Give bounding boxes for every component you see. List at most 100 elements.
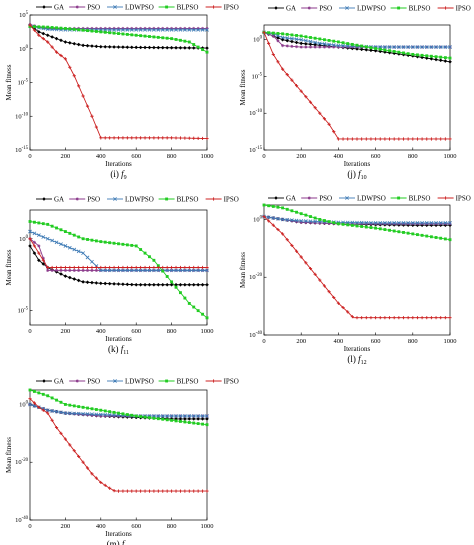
series-point-blpso bbox=[276, 205, 280, 209]
series-point-blpso bbox=[281, 32, 285, 36]
series-point-ipso bbox=[147, 489, 152, 493]
series-point-blpso bbox=[290, 209, 294, 213]
legend-marker bbox=[274, 6, 278, 10]
series-point-blpso bbox=[161, 417, 165, 421]
x-tick-label: 1000 bbox=[201, 153, 214, 160]
series-point-ga bbox=[72, 277, 77, 281]
series-point-pso bbox=[192, 26, 196, 31]
legend-item-pso: PSO bbox=[69, 3, 100, 11]
series-point-ipso bbox=[196, 136, 200, 140]
legend-item-pso: PSO bbox=[301, 194, 332, 202]
series-point-ga bbox=[165, 45, 170, 50]
series-point-blpso bbox=[81, 405, 85, 409]
series-point-ldwpso bbox=[392, 221, 397, 225]
series-point-pso bbox=[139, 26, 143, 31]
series-point-blpso bbox=[63, 230, 67, 234]
series-point-blpso bbox=[46, 25, 50, 29]
legend-marker bbox=[75, 379, 79, 383]
y-tick-label: 10-5 bbox=[18, 79, 29, 87]
x-axis-label: Iterations bbox=[105, 335, 132, 343]
series-point-ipso bbox=[85, 104, 90, 108]
series-point-ga bbox=[196, 282, 201, 287]
series-point-blpso bbox=[59, 228, 63, 232]
series-point-ipso bbox=[143, 265, 147, 270]
series-point-ldwpso bbox=[169, 414, 174, 418]
series-point-ldwpso bbox=[200, 27, 205, 32]
series-point-ipso bbox=[420, 316, 424, 320]
series-point-ipso bbox=[392, 137, 396, 141]
series-point-blpso bbox=[411, 52, 415, 56]
series-point-ipso bbox=[420, 137, 424, 141]
series-point-blpso bbox=[94, 239, 98, 243]
series-point-ldwpso bbox=[187, 414, 192, 418]
series-point-ipso bbox=[299, 255, 303, 259]
series-point-ldwpso bbox=[429, 221, 434, 225]
series-point-pso bbox=[350, 45, 354, 49]
series-point-ipso bbox=[130, 265, 134, 270]
series-point-ipso bbox=[121, 265, 125, 270]
series-point-blpso bbox=[130, 413, 134, 417]
series-point-ga bbox=[107, 45, 112, 49]
series-point-ldwpso bbox=[187, 27, 192, 32]
series-point-ipso bbox=[332, 295, 336, 300]
series-point-blpso bbox=[148, 35, 151, 38]
series-point-ipso bbox=[161, 136, 165, 140]
series-point-ldwpso bbox=[116, 268, 121, 273]
series-point-ipso bbox=[170, 136, 174, 140]
series-point-pso bbox=[32, 240, 37, 244]
series-point-ipso bbox=[85, 466, 90, 470]
series-point-ipso bbox=[161, 489, 165, 493]
series-point-ga bbox=[28, 244, 32, 248]
series-point-ldwpso bbox=[271, 216, 276, 220]
series-point-blpso bbox=[187, 421, 191, 424]
series-point-ipso bbox=[103, 265, 107, 270]
series-point-blpso bbox=[355, 43, 359, 47]
series-point-blpso bbox=[165, 36, 169, 40]
series-point-blpso bbox=[37, 25, 41, 29]
legend-label: PSO bbox=[87, 195, 100, 203]
series-point-pso bbox=[116, 414, 121, 418]
series-point-ipso bbox=[50, 418, 54, 422]
series-point-blpso bbox=[192, 305, 196, 309]
series-point-blpso bbox=[304, 35, 308, 39]
series-point-ldwpso bbox=[59, 242, 63, 247]
series-point-pso bbox=[94, 414, 98, 418]
series-point-ipso bbox=[360, 316, 364, 320]
series-point-blpso bbox=[416, 53, 419, 57]
y-axis-label: Mean fitness bbox=[5, 437, 13, 473]
series-point-ipso bbox=[192, 136, 196, 140]
series-point-ga bbox=[182, 45, 187, 50]
series-point-ipso bbox=[429, 316, 433, 320]
series-point-blpso bbox=[121, 32, 125, 36]
series-point-ga bbox=[443, 59, 448, 63]
series-point-pso bbox=[290, 219, 294, 223]
series-point-ldwpso bbox=[129, 268, 134, 273]
series-point-pso bbox=[196, 26, 200, 31]
series-point-blpso bbox=[41, 222, 45, 226]
chart-panel-2: 0 200 400 600 800 1000 100 10-5 10-10 10-15 Iterat… bbox=[239, 4, 471, 181]
series-point-pso bbox=[63, 268, 67, 272]
series-point-ipso bbox=[50, 45, 54, 49]
series-point-pso bbox=[425, 222, 429, 226]
series-point-blpso bbox=[117, 242, 120, 246]
legend-marker bbox=[165, 379, 169, 383]
series-point-ga bbox=[147, 45, 152, 50]
series-point-ldwpso bbox=[438, 45, 443, 49]
series-point-ipso bbox=[318, 111, 322, 115]
series-point-blpso bbox=[383, 48, 387, 52]
series-point-blpso bbox=[46, 222, 50, 226]
x-tick-label: 400 bbox=[96, 328, 106, 335]
series-point-ldwpso bbox=[134, 268, 139, 273]
panel-caption: (k) f11 bbox=[108, 344, 129, 356]
series-point-ldwpso bbox=[160, 414, 165, 418]
series-point-ga bbox=[420, 55, 424, 60]
series-point-ipso bbox=[397, 316, 401, 320]
series-point-ipso bbox=[187, 136, 191, 140]
series-point-ipso bbox=[411, 316, 415, 320]
legend-marker bbox=[113, 5, 117, 9]
series-point-ldwpso bbox=[59, 410, 63, 415]
series-point-blpso bbox=[143, 251, 147, 255]
series-point-pso bbox=[392, 222, 396, 226]
series-point-pso bbox=[355, 222, 359, 226]
series-point-ipso bbox=[322, 284, 327, 288]
